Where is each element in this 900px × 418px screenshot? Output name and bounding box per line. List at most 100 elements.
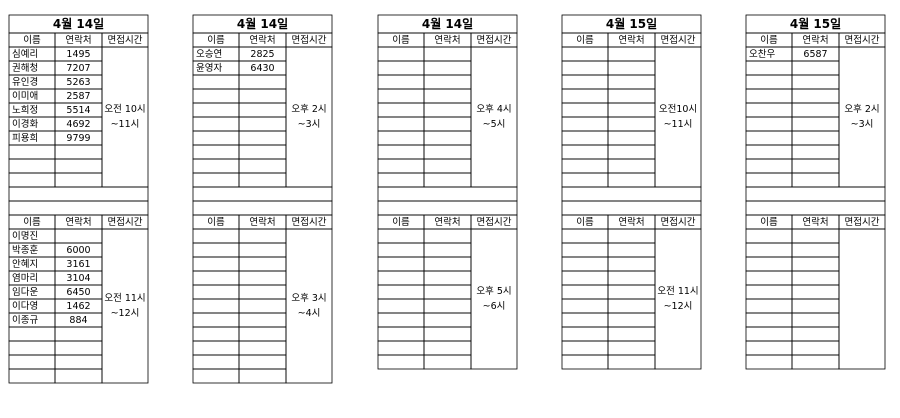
header-label: 연락처 [618,216,644,228]
header-label: 이름 [760,217,778,228]
contact-cell [54,228,103,244]
time-cell [101,228,149,384]
name-cell [8,354,56,370]
name-cell [377,298,425,314]
name-cell [8,144,56,160]
name-cell [745,228,793,244]
interview-time: 오후 4시 [476,104,511,115]
name-cell [8,158,56,174]
contact: 1462 [66,301,90,312]
contact-cell [791,340,840,356]
contact-cell [423,228,472,244]
empty-row [561,200,702,216]
name-cell [377,340,425,356]
time-cell [838,46,886,188]
contact-cell [791,116,840,132]
name-cell [8,172,56,188]
name-cell [745,60,793,76]
contact: 6587 [803,49,827,60]
contact-cell [423,256,472,272]
name-cell [192,172,240,188]
name-cell [745,158,793,174]
header-label: 면접시간 [477,34,512,46]
name-cell [561,74,609,90]
contact-cell [423,116,472,132]
interview-time: ~12시 [664,301,693,312]
contact-cell [607,312,656,328]
time-cell [838,228,886,370]
name-cell [377,326,425,342]
contact-cell [791,144,840,160]
name-cell [192,228,240,244]
header-label: 이름 [576,35,594,46]
interview-time: ~5시 [483,119,506,130]
header-label: 이름 [576,217,594,228]
header-label: 이름 [207,217,225,228]
name-cell [745,298,793,314]
name-cell [745,116,793,132]
contact-cell [238,298,287,314]
contact: 2825 [250,49,274,60]
contact-cell [238,312,287,328]
time-cell [101,46,149,188]
contact-cell [54,354,103,370]
name: 이경화 [12,118,38,130]
contact-cell [423,74,472,90]
name-cell [377,242,425,258]
name-cell [745,312,793,328]
name-cell [192,298,240,314]
name-cell [377,130,425,146]
time-cell [285,46,333,188]
contact-cell [238,228,287,244]
contact-cell [607,270,656,286]
name-cell [377,144,425,160]
contact-cell [423,284,472,300]
name-cell [561,270,609,286]
contact-cell [238,116,287,132]
header-label: 연락처 [434,34,460,46]
name-cell [745,256,793,272]
name-cell [561,172,609,188]
header-label: 연락처 [434,216,460,228]
name-cell [561,88,609,104]
contact-cell [607,340,656,356]
contact: 9799 [66,133,90,144]
name: 안혜지 [12,258,38,270]
name-cell [561,116,609,132]
header-label: 연락처 [65,216,91,228]
contact: 5514 [66,105,90,116]
contact-cell [607,46,656,62]
time-cell [285,228,333,384]
interview-time: 오전10시 [659,104,697,115]
name-cell [561,228,609,244]
header-label: 이름 [207,35,225,46]
name: 박종훈 [12,244,38,256]
contact-cell [238,326,287,342]
header-label: 이름 [23,35,41,46]
name-cell [377,102,425,118]
contact-cell [423,172,472,188]
name: 이미애 [12,91,38,102]
time-cell [654,228,702,370]
contact-cell [791,74,840,90]
contact-cell [791,270,840,286]
header-label: 연락처 [249,216,275,228]
name-cell [192,326,240,342]
contact-cell [238,144,287,160]
contact-cell [607,242,656,258]
empty-row [745,186,886,202]
name: 피용희 [12,133,38,144]
header-label: 면접시간 [108,216,143,228]
contact-cell [423,298,472,314]
name-cell [561,242,609,258]
name-cell [8,326,56,342]
name-cell [745,102,793,118]
name-cell [745,354,793,370]
contact-cell [791,354,840,370]
contact-cell [423,88,472,104]
header-label: 이름 [392,217,410,228]
header-label: 면접시간 [292,216,327,228]
contact-cell [791,172,840,188]
name-cell [561,102,609,118]
header-label: 연락처 [802,216,828,228]
